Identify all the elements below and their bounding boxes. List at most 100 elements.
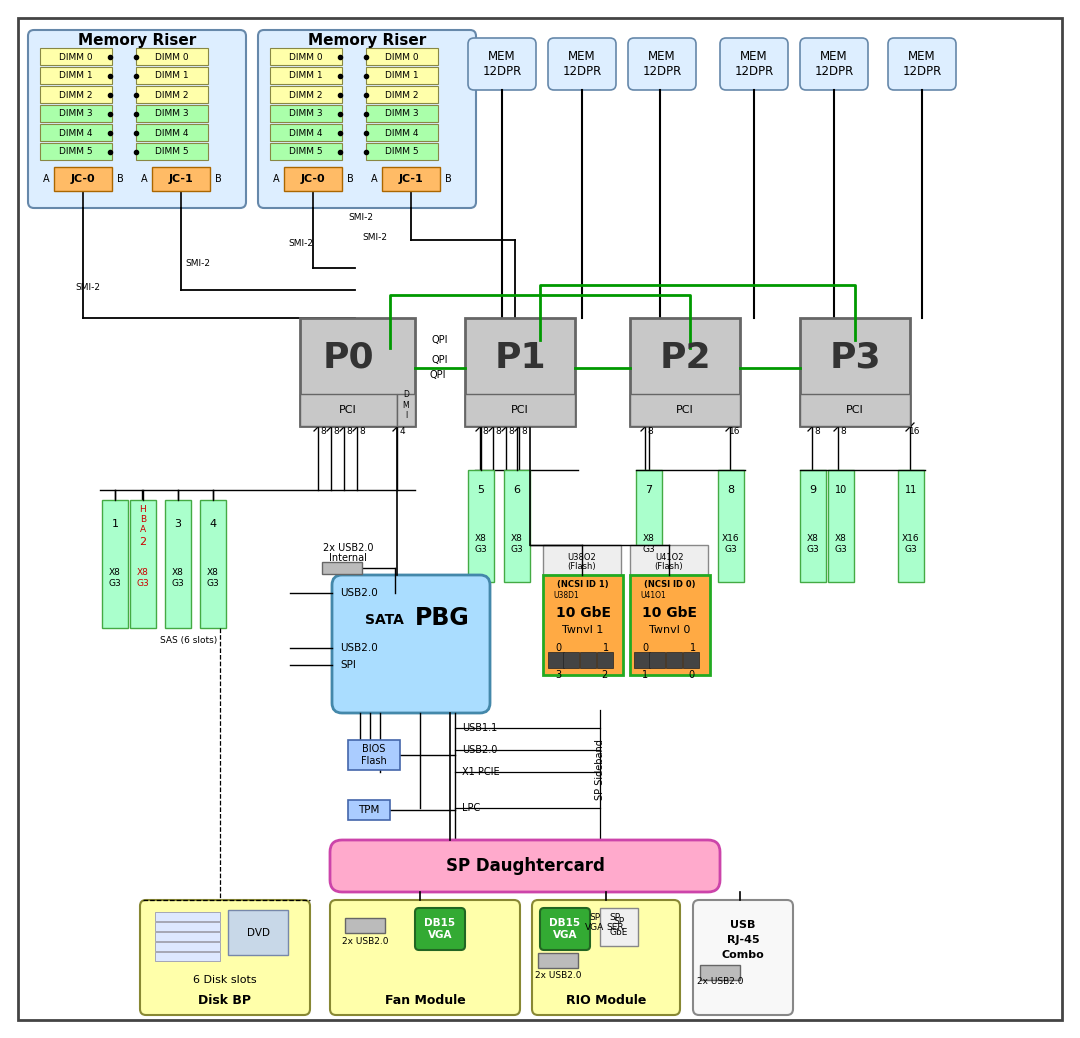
- Bar: [40, 48, 112, 65]
- Text: LPC: LPC: [462, 803, 481, 813]
- Bar: [136, 124, 208, 141]
- Bar: [600, 908, 638, 946]
- Bar: [683, 652, 699, 668]
- Text: DIMM 1: DIMM 1: [386, 72, 419, 81]
- FancyBboxPatch shape: [140, 900, 310, 1015]
- Bar: [630, 394, 740, 426]
- Text: 3: 3: [175, 519, 181, 529]
- Text: USB1.1: USB1.1: [462, 723, 497, 733]
- Bar: [563, 652, 579, 668]
- Text: DIMM 3: DIMM 3: [289, 109, 323, 118]
- Bar: [300, 394, 397, 426]
- Text: DIMM 2: DIMM 2: [156, 90, 189, 100]
- Bar: [322, 562, 362, 574]
- Text: DIMM 5: DIMM 5: [156, 147, 189, 157]
- Bar: [543, 575, 623, 675]
- Text: X16
G3: X16 G3: [902, 535, 920, 553]
- Text: A: A: [272, 174, 280, 184]
- FancyBboxPatch shape: [540, 908, 590, 950]
- Bar: [630, 318, 740, 426]
- FancyBboxPatch shape: [332, 575, 490, 713]
- FancyBboxPatch shape: [415, 908, 465, 950]
- Text: 2x USB2.0: 2x USB2.0: [535, 971, 581, 980]
- Text: 8: 8: [346, 428, 352, 437]
- Text: USB2.0: USB2.0: [340, 643, 378, 653]
- Bar: [366, 105, 438, 122]
- Text: MEM
12DPR: MEM 12DPR: [903, 50, 942, 78]
- Text: PCI: PCI: [676, 405, 693, 415]
- Text: DIMM 3: DIMM 3: [59, 109, 93, 118]
- Text: RIO Module: RIO Module: [566, 993, 646, 1007]
- Text: DIMM 0: DIMM 0: [156, 53, 189, 61]
- Text: Disk BP: Disk BP: [199, 993, 252, 1007]
- Bar: [165, 500, 191, 628]
- Text: SMI-2: SMI-2: [348, 214, 373, 222]
- Bar: [397, 394, 415, 426]
- Bar: [40, 105, 112, 122]
- Text: 8: 8: [728, 485, 734, 495]
- Text: 10 GbE: 10 GbE: [643, 606, 698, 620]
- Text: 8: 8: [360, 428, 365, 437]
- Bar: [40, 67, 112, 84]
- Text: 16: 16: [909, 428, 921, 437]
- Text: 5: 5: [477, 485, 485, 495]
- Text: QPI: QPI: [430, 370, 446, 380]
- Text: SP
GbE: SP GbE: [610, 918, 629, 936]
- Text: SMI-2: SMI-2: [185, 260, 210, 269]
- Text: P3: P3: [829, 342, 881, 375]
- Text: USB2.0: USB2.0: [340, 588, 378, 598]
- Bar: [136, 86, 208, 103]
- Text: 1: 1: [642, 670, 648, 680]
- Text: DIMM 4: DIMM 4: [59, 129, 93, 137]
- Text: BIOS
Flash: BIOS Flash: [361, 744, 387, 766]
- Text: 0: 0: [688, 670, 694, 680]
- Text: D
M
I: D M I: [403, 390, 409, 420]
- Text: SP: SP: [609, 913, 621, 923]
- Text: Fan Module: Fan Module: [384, 993, 465, 1007]
- Bar: [634, 652, 650, 668]
- Text: DIMM 0: DIMM 0: [386, 53, 419, 61]
- Bar: [366, 48, 438, 65]
- Text: B: B: [117, 174, 123, 184]
- Bar: [270, 124, 342, 141]
- Text: 10: 10: [835, 485, 847, 495]
- FancyBboxPatch shape: [468, 38, 536, 90]
- Bar: [465, 318, 575, 426]
- Text: 8: 8: [508, 428, 514, 437]
- Text: X8
G3: X8 G3: [172, 568, 185, 588]
- Text: A: A: [140, 174, 147, 184]
- FancyBboxPatch shape: [800, 38, 868, 90]
- Text: 16: 16: [729, 428, 741, 437]
- Bar: [649, 652, 665, 668]
- Text: 8: 8: [320, 428, 326, 437]
- Text: B: B: [445, 174, 451, 184]
- Text: A: A: [140, 525, 146, 535]
- Text: U41O2: U41O2: [654, 552, 684, 562]
- Text: SP: SP: [590, 913, 600, 923]
- FancyBboxPatch shape: [28, 30, 246, 208]
- FancyBboxPatch shape: [693, 900, 793, 1015]
- Text: X8
G3: X8 G3: [835, 535, 848, 553]
- Text: 8: 8: [814, 428, 820, 437]
- Text: X1 PCIE: X1 PCIE: [462, 767, 500, 777]
- Bar: [200, 500, 226, 628]
- Text: JC-0: JC-0: [300, 174, 325, 184]
- Bar: [102, 500, 129, 628]
- Text: DIMM 1: DIMM 1: [156, 72, 189, 81]
- Text: PCI: PCI: [846, 405, 864, 415]
- Text: 0: 0: [555, 643, 562, 653]
- Text: (NCSI ID 0): (NCSI ID 0): [645, 580, 696, 590]
- Text: P1: P1: [495, 342, 545, 375]
- Bar: [156, 922, 220, 931]
- Bar: [348, 740, 400, 770]
- Bar: [130, 500, 156, 628]
- Text: VGA: VGA: [585, 924, 605, 932]
- Text: B: B: [347, 174, 353, 184]
- FancyBboxPatch shape: [888, 38, 956, 90]
- Text: SMI-2: SMI-2: [288, 239, 313, 247]
- Bar: [538, 953, 578, 968]
- Text: 8: 8: [482, 428, 488, 437]
- Bar: [828, 470, 854, 582]
- Text: 1: 1: [690, 643, 697, 653]
- Text: USB2.0: USB2.0: [462, 745, 498, 755]
